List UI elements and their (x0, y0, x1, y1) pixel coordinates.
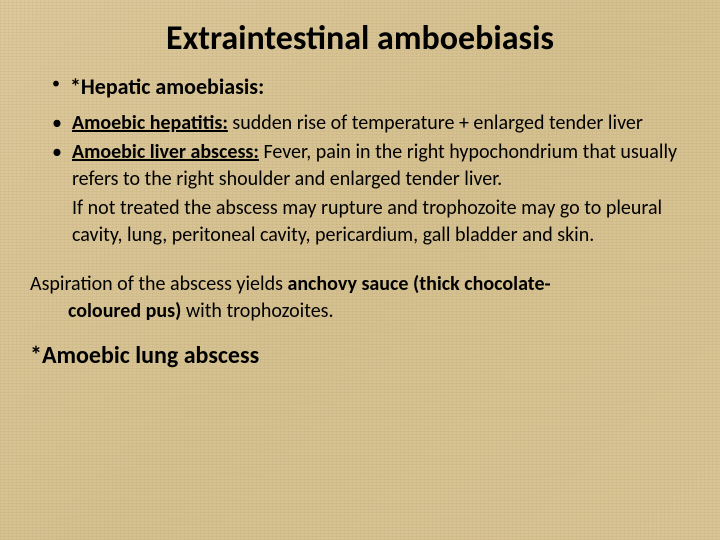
slide-title: Extraintestinal amboebiasis (30, 18, 690, 59)
aspiration-bold1: anchovy sauce (thick chocolate- (287, 272, 550, 296)
sub-bullet-list: • Amoebic hepatitis: sudden rise of temp… (30, 110, 690, 249)
slide-container: Extraintestinal amboebiasis • *Hepatic a… (0, 0, 720, 390)
bullet-dot: • (52, 110, 62, 137)
main-bullet-hepatic: • *Hepatic amoebiasis: (30, 73, 690, 100)
bullet-dot: • (52, 73, 60, 100)
final-heading: *Amoebic lung abscess (30, 341, 690, 370)
aspiration-bold2: coloured pus) (68, 299, 181, 323)
sub-bullet-lead: Amoebic hepatitis: (72, 111, 228, 135)
sub-bullet-lead: Amoebic liver abscess: (72, 140, 259, 164)
sub-bullet-rest: sudden rise of temperature + enlarged te… (228, 111, 643, 135)
sub-bullet-body: Amoebic liver abscess: Fever, pain in th… (72, 139, 690, 193)
bullet-dot: • (52, 139, 62, 193)
aspiration-line1: Aspiration of the abscess yields (30, 272, 287, 296)
aspiration-paragraph: Aspiration of the abscess yields anchovy… (30, 271, 690, 325)
main-bullet-label: *Hepatic amoebiasis: (70, 73, 264, 100)
followup-text: If not treated the abscess may rupture a… (52, 195, 690, 249)
sub-bullet-hepatitis: • Amoebic hepatitis: sudden rise of temp… (52, 110, 690, 137)
sub-bullet-body: Amoebic hepatitis: sudden rise of temper… (72, 110, 643, 137)
sub-bullet-abscess: • Amoebic liver abscess: Fever, pain in … (52, 139, 690, 193)
aspiration-line2: with trophozoites. (181, 299, 333, 323)
